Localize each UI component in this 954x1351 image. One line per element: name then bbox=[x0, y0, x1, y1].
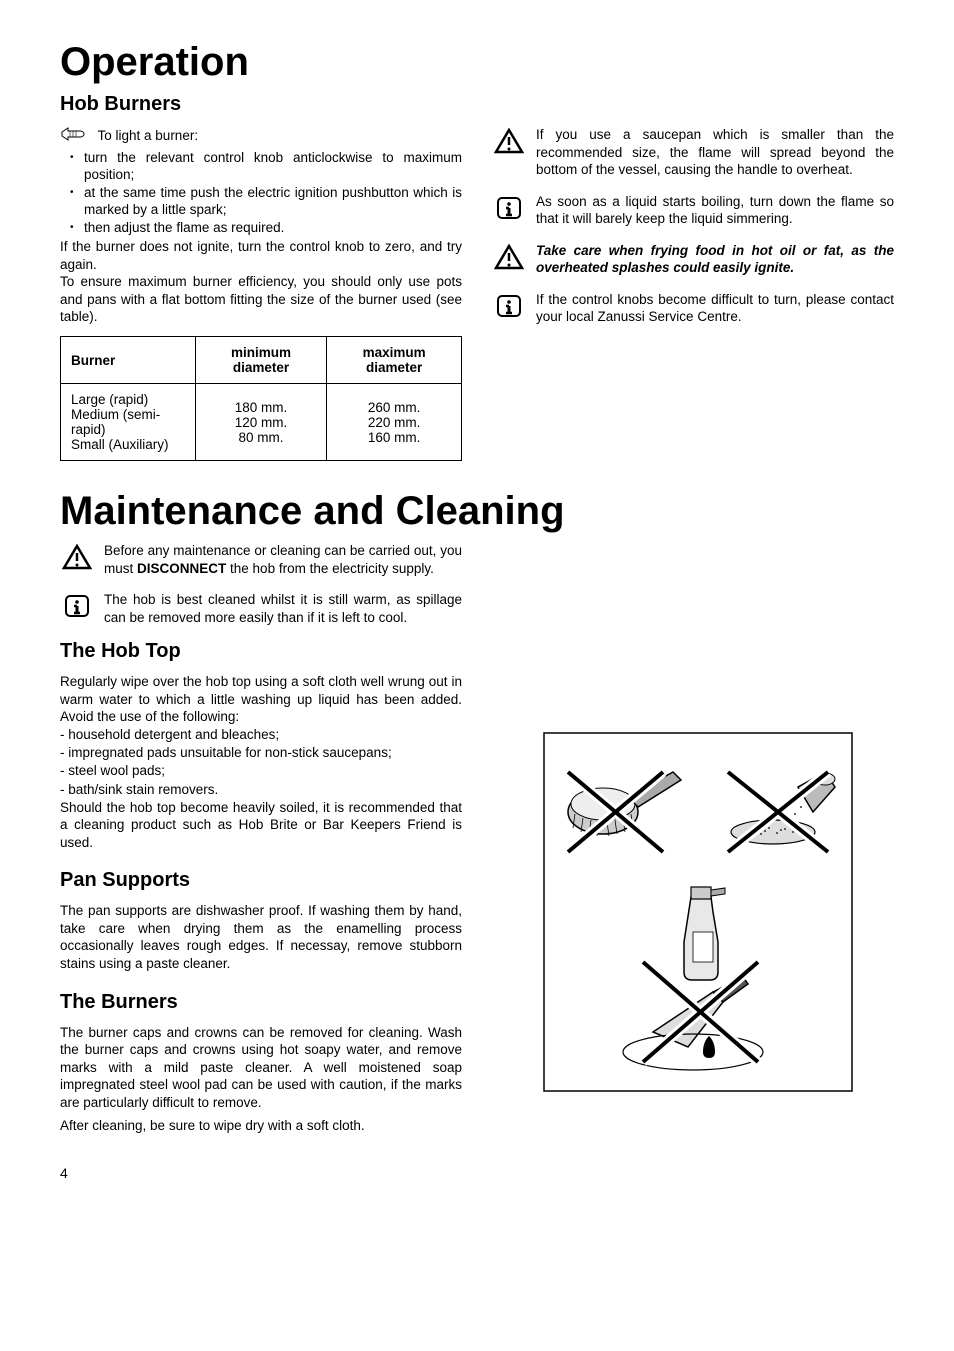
operation-left-col: To light a burner: turn the relevant con… bbox=[60, 126, 462, 461]
page-number: 4 bbox=[60, 1165, 894, 1181]
efficiency-text: To ensure maximum burner efficiency, you… bbox=[60, 273, 462, 326]
maintenance-columns: Before any maintenance or cleaning can b… bbox=[60, 542, 894, 1135]
info-knobs-row: If the control knobs become difficult to… bbox=[492, 291, 894, 326]
hobtop-heading: The Hob Top bbox=[60, 640, 462, 663]
table-row: Large (rapid) Medium (semi-rapid) Small … bbox=[61, 384, 462, 461]
burner-cell: Large (rapid) Medium (semi-rapid) Small … bbox=[61, 384, 196, 461]
warning-icon bbox=[60, 542, 94, 570]
light-intro-row: To light a burner: bbox=[60, 126, 462, 147]
hobtop-dash-list: - household detergent and bleaches; - im… bbox=[60, 726, 462, 799]
burners-heading: The Burners bbox=[60, 991, 462, 1014]
info-warm-row: The hob is best cleaned whilst it is sti… bbox=[60, 591, 462, 626]
info-boiling-row: As soon as a liquid starts boiling, turn… bbox=[492, 193, 894, 228]
operation-title: Operation bbox=[60, 40, 894, 85]
warn-saucepan-text: If you use a saucepan which is smaller t… bbox=[536, 126, 894, 179]
min-cell: 180 mm. 120 mm. 80 mm. bbox=[195, 384, 327, 461]
info-warm-text: The hob is best cleaned whilst it is sti… bbox=[104, 591, 462, 626]
info-boiling-text: As soon as a liquid starts boiling, turn… bbox=[536, 193, 894, 228]
col-min: minimum diameter bbox=[195, 337, 327, 384]
light-step: then adjust the flame as required. bbox=[70, 219, 462, 237]
burner-size-table: Burner minimum diameter maximum diameter… bbox=[60, 336, 462, 461]
warn-frying-text: Take care when frying food in hot oil or… bbox=[536, 242, 894, 277]
max-cell: 260 mm. 220 mm. 160 mm. bbox=[327, 384, 462, 461]
table-header-row: Burner minimum diameter maximum diameter bbox=[61, 337, 462, 384]
col-max: maximum diameter bbox=[327, 337, 462, 384]
dash-item: - bath/sink stain removers. bbox=[60, 781, 462, 799]
info-icon bbox=[492, 291, 526, 319]
dash-item: - impregnated pads unsuitable for non-st… bbox=[60, 744, 462, 762]
info-icon bbox=[60, 591, 94, 619]
pansupports-heading: Pan Supports bbox=[60, 869, 462, 892]
burners-p2: After cleaning, be sure to wipe dry with… bbox=[60, 1117, 462, 1135]
hobtop-p1: Regularly wipe over the hob top using a … bbox=[60, 673, 462, 726]
dash-item: - steel wool pads; bbox=[60, 762, 462, 780]
operation-columns: To light a burner: turn the relevant con… bbox=[60, 126, 894, 461]
no-ignite-text: If the burner does not ignite, turn the … bbox=[60, 238, 462, 273]
operation-right-col: If you use a saucepan which is smaller t… bbox=[492, 126, 894, 461]
warn-saucepan-row: If you use a saucepan which is smaller t… bbox=[492, 126, 894, 179]
pansupports-p: The pan supports are dishwasher proof. I… bbox=[60, 902, 462, 972]
light-step: turn the relevant control knob anticlock… bbox=[70, 149, 462, 184]
light-steps-list: turn the relevant control knob anticlock… bbox=[60, 149, 462, 237]
cleaning-diagram bbox=[502, 732, 894, 1092]
info-knobs-text: If the control knobs become difficult to… bbox=[536, 291, 894, 326]
warn-disconnect-row: Before any maintenance or cleaning can b… bbox=[60, 542, 462, 577]
warn-disconnect-text: Before any maintenance or cleaning can b… bbox=[104, 542, 462, 577]
burners-p1: The burner caps and crowns can be remove… bbox=[60, 1024, 462, 1112]
col-burner: Burner bbox=[61, 337, 196, 384]
maintenance-right-col bbox=[492, 542, 894, 1135]
maintenance-left-col: Before any maintenance or cleaning can b… bbox=[60, 542, 462, 1135]
light-intro-text: To light a burner: bbox=[98, 128, 199, 143]
warn-frying-row: Take care when frying food in hot oil or… bbox=[492, 242, 894, 277]
light-step: at the same time push the electric ignit… bbox=[70, 184, 462, 219]
hobtop-p2: Should the hob top become heavily soiled… bbox=[60, 799, 462, 852]
hand-icon bbox=[60, 126, 86, 147]
hob-burners-heading: Hob Burners bbox=[60, 93, 894, 116]
info-icon bbox=[492, 193, 526, 221]
warning-icon bbox=[492, 242, 526, 270]
warning-icon bbox=[492, 126, 526, 154]
dash-item: - household detergent and bleaches; bbox=[60, 726, 462, 744]
maintenance-title: Maintenance and Cleaning bbox=[60, 489, 894, 534]
